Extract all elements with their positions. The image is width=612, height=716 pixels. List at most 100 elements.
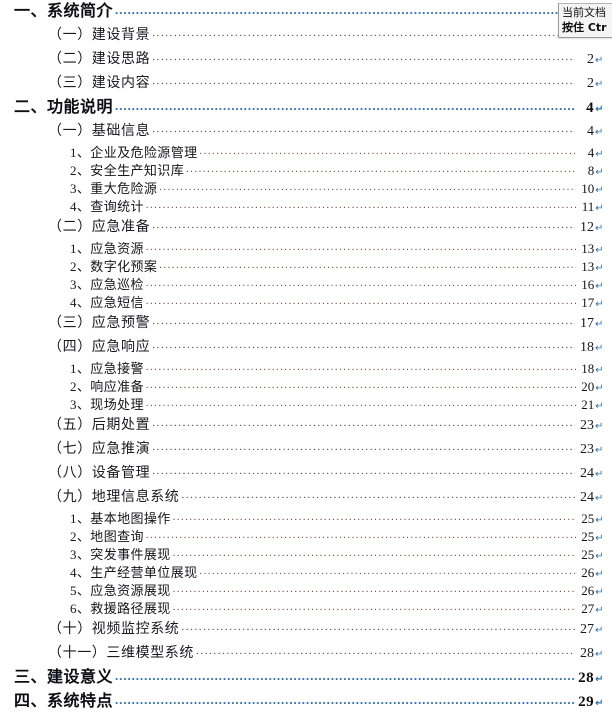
toc-entry-level-3[interactable]: 1、企业及危险源管理 4↵ — [0, 144, 612, 162]
toc-entry-label: 3、现场处理 — [70, 397, 144, 412]
paragraph-return-mark-icon: ↵ — [595, 281, 604, 292]
toc-entry-level-2[interactable]: （二）应急准备 12↵ — [0, 216, 612, 240]
toc-entry-level-3[interactable]: 1、应急接警 18↵ — [0, 360, 612, 378]
toc-entry-level-2[interactable]: （一）建设背景 — [0, 24, 612, 48]
paragraph-return-mark-icon: ↵ — [595, 533, 604, 544]
paragraph-return-mark-icon: ↵ — [595, 245, 604, 256]
toc-dot-leader — [173, 510, 577, 523]
toc-entry-level-2[interactable]: （五）后期处置 23↵ — [0, 414, 612, 438]
toc-dot-leader — [152, 439, 575, 453]
paragraph-return-mark-icon: ↵ — [595, 203, 604, 214]
toc-entry-label: （二）应急准备 — [48, 220, 151, 235]
toc-entry-level-3[interactable]: 3、应急巡检 16↵ — [0, 276, 612, 294]
toc-dot-leader — [115, 0, 586, 16]
toc-page-number: 16 — [581, 277, 595, 292]
toc-entry-level-1[interactable]: 三、建设意义 28↵ — [0, 666, 612, 690]
toc-entry-level-3[interactable]: 3、突发事件展现 25↵ — [0, 546, 612, 564]
paragraph-return-mark-icon: ↵ — [595, 605, 604, 616]
toc-page-number: 4 — [587, 145, 595, 160]
toc-entry-level-3[interactable]: 3、重大危险源 10↵ — [0, 180, 612, 198]
paragraph-return-mark-icon: ↵ — [595, 263, 604, 274]
paragraph-return-mark-icon: ↵ — [595, 674, 604, 685]
toc-entry-label: （八）设备管理 — [48, 466, 151, 481]
toc-entry-level-3[interactable]: 1、基本地图操作 25↵ — [0, 510, 612, 528]
toc-entry-level-3[interactable]: 6、救援路径展现 27↵ — [0, 600, 612, 618]
toc-entry-level-2[interactable]: （九）地理信息系统 24↵ — [0, 486, 612, 510]
toc-page-number: 27 — [580, 622, 595, 637]
paragraph-return-mark-icon: ↵ — [595, 698, 604, 709]
paragraph-return-mark-icon: ↵ — [595, 401, 604, 412]
toc-dot-leader — [146, 378, 576, 391]
toc-entry-level-3[interactable]: 2、响应准备 20↵ — [0, 378, 612, 396]
toc-dot-leader — [186, 162, 576, 175]
paragraph-return-mark-icon: ↵ — [595, 343, 604, 354]
toc-dot-leader — [152, 337, 575, 351]
toc-page-number: 29 — [578, 694, 595, 710]
toc-entry-level-2[interactable]: （八）设备管理 24↵ — [0, 462, 612, 486]
toc-entry-level-1[interactable]: 四、系统特点 29↵ — [0, 690, 612, 714]
toc-entry-level-3[interactable]: 4、应急短信 17↵ — [0, 294, 612, 312]
toc-entry-level-3[interactable]: 2、数字化预案 13↵ — [0, 258, 612, 276]
toc-entry-level-3[interactable]: 2、安全生产知识库 8↵ — [0, 162, 612, 180]
toc-entry-level-3[interactable]: 3、现场处理 21↵ — [0, 396, 612, 414]
toc-dot-leader — [152, 463, 575, 477]
toc-entry-level-3[interactable]: 5、应急资源展现 26↵ — [0, 582, 612, 600]
paragraph-return-mark-icon: ↵ — [595, 587, 604, 598]
hyperlink-tooltip: 当前文档 按住 Ctr — [558, 3, 612, 38]
toc-dot-leader — [146, 198, 576, 211]
toc-entry-level-2[interactable]: （十一）三维模型系统 28↵ — [0, 642, 612, 666]
toc-entry-level-3[interactable]: 4、生产经营单位展现 26↵ — [0, 564, 612, 582]
toc-dot-leader — [159, 258, 576, 271]
toc-page-number: 2 — [587, 52, 595, 67]
toc-entry-label: 四、系统特点 — [14, 693, 114, 710]
toc-dot-leader — [146, 294, 576, 307]
toc-page-number: 11 — [581, 199, 595, 214]
paragraph-return-mark-icon: ↵ — [595, 127, 604, 138]
toc-dot-leader — [146, 528, 576, 541]
toc-page-number: 23 — [580, 442, 595, 457]
toc-entry-level-2[interactable]: （三）建设内容 2↵ — [0, 72, 612, 96]
toc-entry-level-2[interactable]: （四）应急响应 18↵ — [0, 336, 612, 360]
toc-dot-leader — [173, 546, 577, 559]
toc-entry-label: （三）应急预警 — [48, 316, 151, 331]
toc-entry-level-1[interactable]: 一、系统简介 — [0, 0, 612, 24]
toc-entry-level-2[interactable]: （十）视频监控系统 27↵ — [0, 618, 612, 642]
paragraph-return-mark-icon: ↵ — [595, 223, 604, 234]
paragraph-return-mark-icon: ↵ — [595, 149, 604, 160]
paragraph-return-mark-icon: ↵ — [595, 365, 604, 376]
toc-page-number: 17 — [580, 316, 595, 331]
toc-entry-level-3[interactable]: 4、查询统计 11↵ — [0, 198, 612, 216]
toc-entry-label: （一）基础信息 — [48, 124, 151, 139]
toc-entry-level-2[interactable]: （一）基础信息 4↵ — [0, 120, 612, 144]
toc-entry-level-1[interactable]: 二、功能说明 4↵ — [0, 96, 612, 120]
toc-entry-label: （三）建设内容 — [48, 76, 151, 91]
toc-entry-label: 三、建设意义 — [14, 669, 114, 686]
paragraph-return-mark-icon: ↵ — [595, 104, 604, 115]
toc-dot-leader — [159, 180, 576, 193]
toc-page-number: 12 — [580, 220, 595, 235]
toc-page-number: 20 — [581, 379, 595, 394]
toc-entry-label: 4、应急短信 — [70, 295, 144, 310]
paragraph-return-mark-icon: ↵ — [595, 493, 604, 504]
toc-entry-label: 一、系统简介 — [14, 3, 114, 20]
toc-entry-label: 3、重大危险源 — [70, 181, 158, 196]
paragraph-return-mark-icon: ↵ — [595, 515, 604, 526]
toc-entry-level-3[interactable]: 1、应急资源 13↵ — [0, 240, 612, 258]
toc-page-number: 4 — [587, 124, 595, 139]
toc-entry-level-2[interactable]: （七）应急推演 23↵ — [0, 438, 612, 462]
toc-entry-level-3[interactable]: 2、地图查询 25↵ — [0, 528, 612, 546]
toc-dot-leader — [115, 96, 576, 112]
toc-entry-label: （一）建设背景 — [48, 28, 151, 43]
paragraph-return-mark-icon: ↵ — [595, 649, 604, 660]
toc-entry-level-2[interactable]: （三）应急预警 17↵ — [0, 312, 612, 336]
toc-page-number: 13 — [581, 259, 595, 274]
toc-entry-label: （九）地理信息系统 — [48, 490, 180, 505]
toc-entry-label: （四）应急响应 — [48, 340, 151, 355]
paragraph-return-mark-icon: ↵ — [595, 185, 604, 196]
toc-entry-label: （二）建设思路 — [48, 52, 151, 67]
toc-page-number: 17 — [581, 295, 595, 310]
toc-entry-level-2[interactable]: （二）建设思路 2↵ — [0, 48, 612, 72]
paragraph-return-mark-icon: ↵ — [595, 55, 604, 66]
toc-page-number: 25 — [581, 547, 595, 562]
toc-entry-label: 3、应急巡检 — [70, 277, 144, 292]
